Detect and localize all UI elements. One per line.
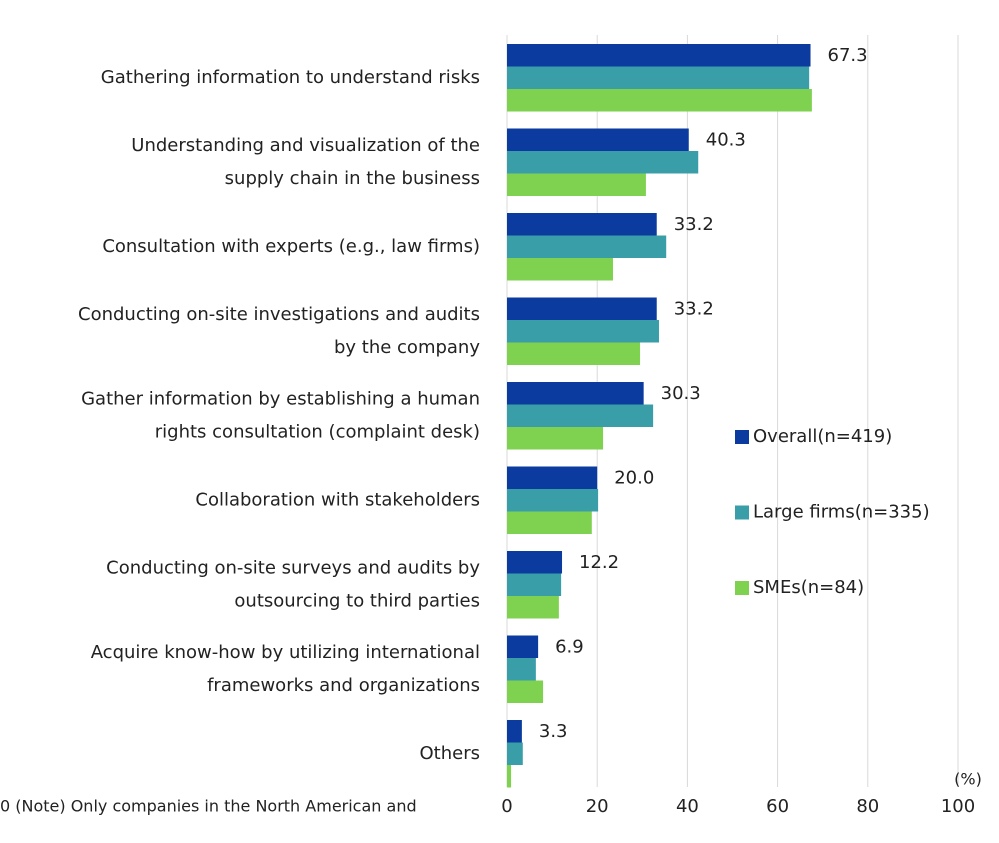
bar <box>507 742 523 765</box>
value-label: 20.0 <box>614 468 654 489</box>
x-tick-label: 100 <box>941 796 975 817</box>
bar <box>507 489 599 512</box>
note: 0 (Note) Only companies in the North Ame… <box>0 797 417 816</box>
bar <box>507 765 512 788</box>
x-tick-label: 0 <box>501 796 512 817</box>
bar <box>507 342 641 365</box>
category-label: Gather information by establishing a hum… <box>81 388 480 409</box>
bar <box>507 213 657 236</box>
category-label: Conducting on-site surveys and audits by <box>106 557 480 578</box>
bar <box>507 596 559 619</box>
value-label: 3.3 <box>539 721 568 742</box>
bar <box>507 551 563 574</box>
category-label: supply chain in the business <box>225 168 480 189</box>
bar <box>507 573 562 596</box>
category-label: Conducting on-site investigations and au… <box>78 304 480 325</box>
category-label: Acquire know-how by utilizing internatio… <box>91 642 480 663</box>
value-label: 33.2 <box>674 214 714 235</box>
bar <box>507 235 667 258</box>
category-label: Collaboration with stakeholders <box>195 489 480 510</box>
bar <box>507 635 539 658</box>
bar <box>507 297 657 320</box>
legend-swatch <box>735 505 749 520</box>
legend-swatch <box>735 430 749 444</box>
legend-label: Overall(n=419) <box>753 426 892 447</box>
bar <box>507 151 699 174</box>
category-label: Gathering information to understand risk… <box>101 67 480 88</box>
bar <box>507 128 689 151</box>
legend-swatch <box>735 581 749 595</box>
bar <box>507 320 659 343</box>
category-label: Consultation with experts (e.g., law fir… <box>102 236 480 257</box>
x-tick-label: 60 <box>766 796 789 817</box>
category-label: Others <box>420 743 481 764</box>
legend-label: Large firms(n=335) <box>753 502 930 523</box>
bar <box>507 173 646 196</box>
bar <box>507 658 536 681</box>
category-label: rights consultation (complaint desk) <box>155 421 480 442</box>
value-label: 33.2 <box>674 299 714 320</box>
value-label: 30.3 <box>661 383 701 404</box>
bar <box>507 511 592 534</box>
category-label: outsourcing to third parties <box>234 590 480 611</box>
x-tick-label: 40 <box>676 796 699 817</box>
value-label: 6.9 <box>555 637 584 658</box>
bar <box>507 382 644 405</box>
value-label: 40.3 <box>706 130 746 151</box>
x-tick-label: 80 <box>856 796 879 817</box>
bar <box>507 466 598 489</box>
bar <box>507 66 810 89</box>
category-label: by the company <box>334 337 480 358</box>
category-label: frameworks and organizations <box>207 675 480 696</box>
bar <box>507 89 812 112</box>
bar <box>507 258 613 281</box>
x-axis-unit: (%) <box>954 770 982 789</box>
value-label: 67.3 <box>828 45 868 66</box>
category-label: Understanding and visualization of the <box>131 135 480 156</box>
bar <box>507 427 604 450</box>
bar <box>507 680 544 703</box>
x-tick-label: 20 <box>586 796 609 817</box>
value-label: 12.2 <box>579 552 619 573</box>
bar <box>507 404 654 427</box>
bar <box>507 720 522 743</box>
legend-label: SMEs(n=84) <box>753 577 864 598</box>
bar <box>507 44 811 67</box>
